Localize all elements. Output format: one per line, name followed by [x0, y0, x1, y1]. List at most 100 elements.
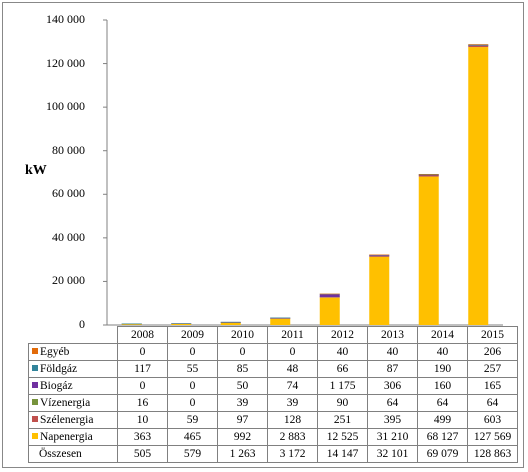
legend-swatch [32, 347, 38, 354]
y-tick-labels: 0 20 000 40 000 60 000 80 000 100 000 120 000 1… [13, 0, 85, 331]
legend-swatch [32, 364, 38, 371]
data-label: 3 172 [267, 445, 318, 463]
data-label: 160 [417, 377, 468, 395]
legend-swatch [32, 432, 38, 439]
data-label: 10 [117, 411, 168, 429]
y-tick-label: 120 000 [46, 55, 85, 70]
bar-segment-napenergia-2012 [319, 297, 340, 325]
data-label: 0 [167, 377, 218, 395]
legend-entry: Egyéb [28, 343, 118, 361]
legend-entry: Vízenergia [28, 394, 118, 412]
data-label: 14 147 [317, 445, 368, 463]
y-tick-label: 40 000 [52, 229, 85, 244]
y-axis-label: kW [25, 163, 47, 178]
bar-segment-földgáz-2010 [220, 321, 241, 323]
data-label: 87 [367, 360, 418, 378]
y-tick-label: 0 [79, 317, 85, 331]
x-tick-label: 2008 [117, 326, 168, 344]
data-label: 66 [317, 360, 368, 378]
bar-segment-napenergia-2011 [270, 318, 291, 325]
bar-segment-napenergia-2008 [121, 324, 142, 325]
data-label: 16 [117, 394, 168, 412]
data-label: 90 [317, 394, 368, 412]
x-tick-label: 2010 [217, 326, 268, 344]
data-label: 2 883 [267, 428, 318, 446]
y-tick-label: 80 000 [52, 142, 85, 157]
bar-segment-földgáz-2009 [171, 323, 192, 324]
data-label: 499 [417, 411, 468, 429]
bar-segment-földgáz-2014 [418, 174, 439, 176]
bar-segment-biogáz-2015 [468, 45, 489, 46]
data-label: 0 [117, 343, 168, 361]
data-label: 117 [117, 360, 168, 378]
table-row-napenergia: Napenergia 363 465 992 2 883 12 525 31 210 68 1… [28, 428, 518, 446]
data-label: 74 [267, 377, 318, 395]
data-label: 190 [417, 360, 468, 378]
x-tick-label: 2013 [367, 326, 418, 344]
bar-segment-szélenergia-2015 [468, 45, 489, 48]
legend-swatch [32, 381, 38, 388]
legend-swatch [32, 398, 38, 405]
table-row-vízenergia: Vízenergia 16 0 39 39 90 64 64 64 [28, 394, 518, 412]
data-label: 97 [217, 411, 268, 429]
y-tick-label: 20 000 [52, 273, 85, 288]
data-label: 128 [267, 411, 318, 429]
data-label: 992 [217, 428, 268, 446]
bar-segment-földgáz-2008 [121, 323, 142, 325]
legend-swatch [32, 415, 38, 422]
bar-segment-egyéb-2015 [468, 44, 489, 45]
data-label: 0 [217, 343, 268, 361]
bar-segment-napenergia-2009 [171, 323, 192, 325]
data-label: 55 [167, 360, 218, 378]
data-label: 251 [317, 411, 368, 429]
table-row-egyéb: Egyéb 0 0 0 0 40 40 40 206 [28, 343, 518, 361]
data-label: 0 [267, 343, 318, 361]
chart-plot [103, 19, 503, 326]
data-label: 257 [467, 360, 518, 378]
data-label: 39 [217, 394, 268, 412]
data-label: 127 569 [467, 428, 518, 446]
data-label: 64 [367, 394, 418, 412]
data-label: 128 863 [467, 445, 518, 463]
bar-segment-biogáz-2013 [369, 255, 390, 257]
data-label: 32 101 [367, 445, 418, 463]
x-tick-label: 2012 [317, 326, 368, 344]
table-row-földgáz: Földgáz 117 55 85 48 66 87 190 257 [28, 360, 518, 378]
data-label: 48 [267, 360, 318, 378]
bar-segment-biogáz-2014 [418, 174, 439, 176]
legend-entry: Biogáz [28, 377, 118, 395]
bar-segment-földgáz-2011 [270, 317, 291, 319]
legend-entry: Összesen [28, 445, 118, 463]
bar-segment-szélenergia-2012 [319, 297, 340, 298]
bar-segment-napenergia-2010 [220, 322, 241, 325]
data-label: 363 [117, 428, 168, 446]
data-label: 603 [467, 411, 518, 429]
table-row-biogáz: Biogáz 0 0 50 74 1 175 306 160 165 [28, 377, 518, 395]
table-row-szélenergia: Szélenergia 10 59 97 128 251 395 499 603 [28, 411, 518, 429]
data-label: 69 079 [417, 445, 468, 463]
bar-segment-egyéb-2014 [418, 173, 439, 175]
data-label: 40 [317, 343, 368, 361]
data-label: 68 127 [417, 428, 468, 446]
data-label: 39 [267, 394, 318, 412]
data-label: 579 [167, 445, 218, 463]
data-label: 0 [117, 377, 168, 395]
bar-segment-egyéb-2012 [319, 293, 340, 295]
table-corner [28, 326, 118, 344]
data-label: 1 175 [317, 377, 368, 395]
data-label: 306 [367, 377, 418, 395]
x-tick-label: 2014 [417, 326, 468, 344]
bar-segment-földgáz-2015 [468, 44, 489, 46]
data-label: 64 [417, 394, 468, 412]
data-label: 1 263 [217, 445, 268, 463]
bar-segment-napenergia-2013 [369, 257, 390, 325]
data-label: 31 210 [367, 428, 418, 446]
table-row-total: Összesen 505 579 1 263 3 172 14 147 32 101 69 0… [28, 445, 518, 463]
data-label: 85 [217, 360, 268, 378]
bar-segment-napenergia-2014 [418, 176, 439, 325]
legend-entry: Földgáz [28, 360, 118, 378]
data-label: 0 [167, 343, 218, 361]
bar-segment-napenergia-2015 [468, 47, 489, 326]
x-tick-label: 2011 [267, 326, 318, 344]
legend-entry: Napenergia [28, 428, 118, 446]
